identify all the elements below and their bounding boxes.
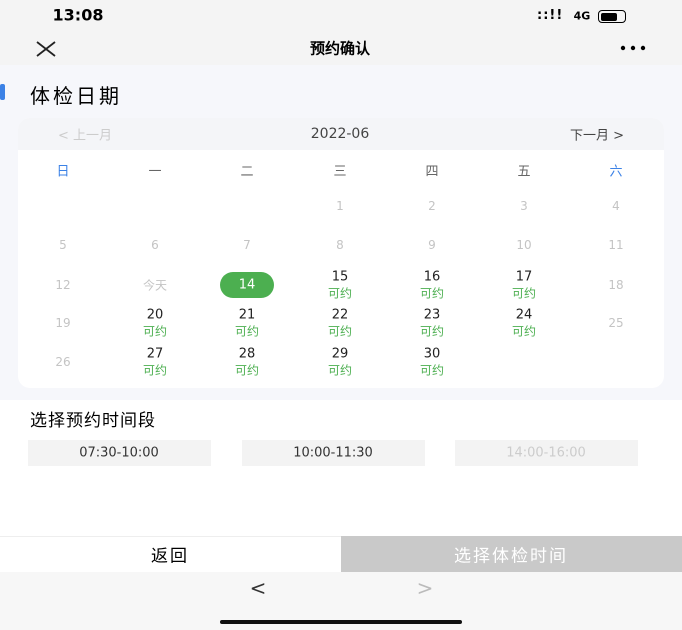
time-slot-label: 14:00-16:00 (506, 445, 586, 461)
day-status[interactable]: 可约 (234, 324, 260, 339)
day-status[interactable]: 可约 (327, 324, 353, 339)
day[interactable]: 21 (238, 307, 256, 323)
day-disabled: 8 (336, 238, 344, 252)
section-title: 体检日期 (30, 84, 122, 108)
calendar (18, 118, 664, 388)
day-disabled: 25 (608, 316, 624, 330)
back-label[interactable]: 返回 (151, 546, 189, 567)
day-disabled: 4 (612, 199, 620, 213)
battery (598, 10, 626, 23)
top-bars (0, 0, 682, 65)
close-icon[interactable] (35, 41, 57, 57)
weekday-label: 三 (333, 164, 347, 180)
time-slot (455, 440, 638, 466)
day-status[interactable]: 可约 (142, 324, 168, 339)
day[interactable]: 23 (423, 307, 441, 323)
day-status[interactable]: 可约 (511, 286, 537, 301)
day[interactable]: 24 (515, 307, 533, 323)
browser-forward[interactable]: > (416, 576, 434, 600)
day-disabled: 1 (336, 199, 344, 213)
signal: ::!! (537, 8, 564, 23)
day-disabled: 18 (608, 278, 624, 292)
confirm-label[interactable]: 选择体检时间 (454, 546, 568, 567)
selected-day-bg[interactable] (220, 272, 274, 298)
network: 4G (573, 9, 591, 23)
day[interactable]: 30 (423, 346, 441, 362)
day-status[interactable]: 可约 (419, 324, 445, 339)
day-status[interactable]: 可约 (327, 363, 353, 378)
nav-title: 预约确认 (309, 39, 371, 58)
browser-back[interactable]: < (249, 576, 267, 600)
selected-day[interactable]: 14 (238, 277, 256, 293)
month-label: 2022-06 (310, 126, 370, 142)
day-disabled: 11 (608, 238, 624, 252)
day-disabled: 6 (151, 238, 159, 252)
weekday-label: 五 (517, 164, 531, 180)
day-disabled: 7 (243, 238, 251, 252)
day-disabled: 3 (520, 199, 528, 213)
time-slot[interactable] (242, 440, 425, 466)
section-marker (0, 84, 5, 100)
day-disabled: 2 (428, 199, 436, 213)
day-status[interactable]: 可约 (142, 363, 168, 378)
day-disabled: 26 (55, 355, 71, 369)
day[interactable]: 15 (331, 269, 349, 285)
day-disabled: 9 (428, 238, 436, 252)
day-status[interactable]: 可约 (511, 324, 537, 339)
weekday-label: 一 (148, 164, 162, 180)
status-time: 13:08 (52, 5, 104, 25)
day-status[interactable]: 可约 (419, 286, 445, 301)
weekday-label: 二 (240, 164, 254, 180)
weekday-label: 六 (609, 164, 623, 180)
day[interactable]: 20 (146, 307, 164, 323)
weekday-label: 日 (56, 164, 70, 180)
day[interactable]: 22 (331, 307, 349, 323)
more-icon[interactable] (620, 45, 650, 51)
day-disabled: 5 (59, 238, 67, 252)
next-month[interactable]: 下一月 > (569, 128, 625, 144)
back-button[interactable] (0, 536, 341, 573)
day-disabled: 19 (55, 316, 71, 330)
time-slot-label[interactable]: 07:30-10:00 (79, 445, 159, 461)
day[interactable]: 16 (423, 269, 441, 285)
day-status[interactable]: 可约 (234, 363, 260, 378)
confirm-button[interactable] (341, 536, 682, 572)
day-status[interactable]: 可约 (327, 286, 353, 301)
weekday-label: 四 (425, 164, 439, 180)
day-disabled: 今天 (142, 278, 168, 293)
calendar-header (18, 118, 664, 150)
day-status[interactable]: 可约 (419, 363, 445, 378)
day[interactable]: 17 (515, 269, 533, 285)
home-indicator (220, 620, 462, 624)
day-disabled: 10 (516, 238, 532, 252)
prev-month[interactable]: < 上一月 (57, 128, 113, 144)
day-disabled: 12 (55, 278, 71, 292)
day[interactable]: 28 (238, 346, 256, 362)
time-slot[interactable] (28, 440, 211, 466)
time-section-title: 选择预约时间段 (30, 411, 156, 431)
day[interactable]: 29 (331, 346, 349, 362)
time-slot-label[interactable]: 10:00-11:30 (293, 445, 373, 461)
day[interactable]: 27 (146, 346, 164, 362)
